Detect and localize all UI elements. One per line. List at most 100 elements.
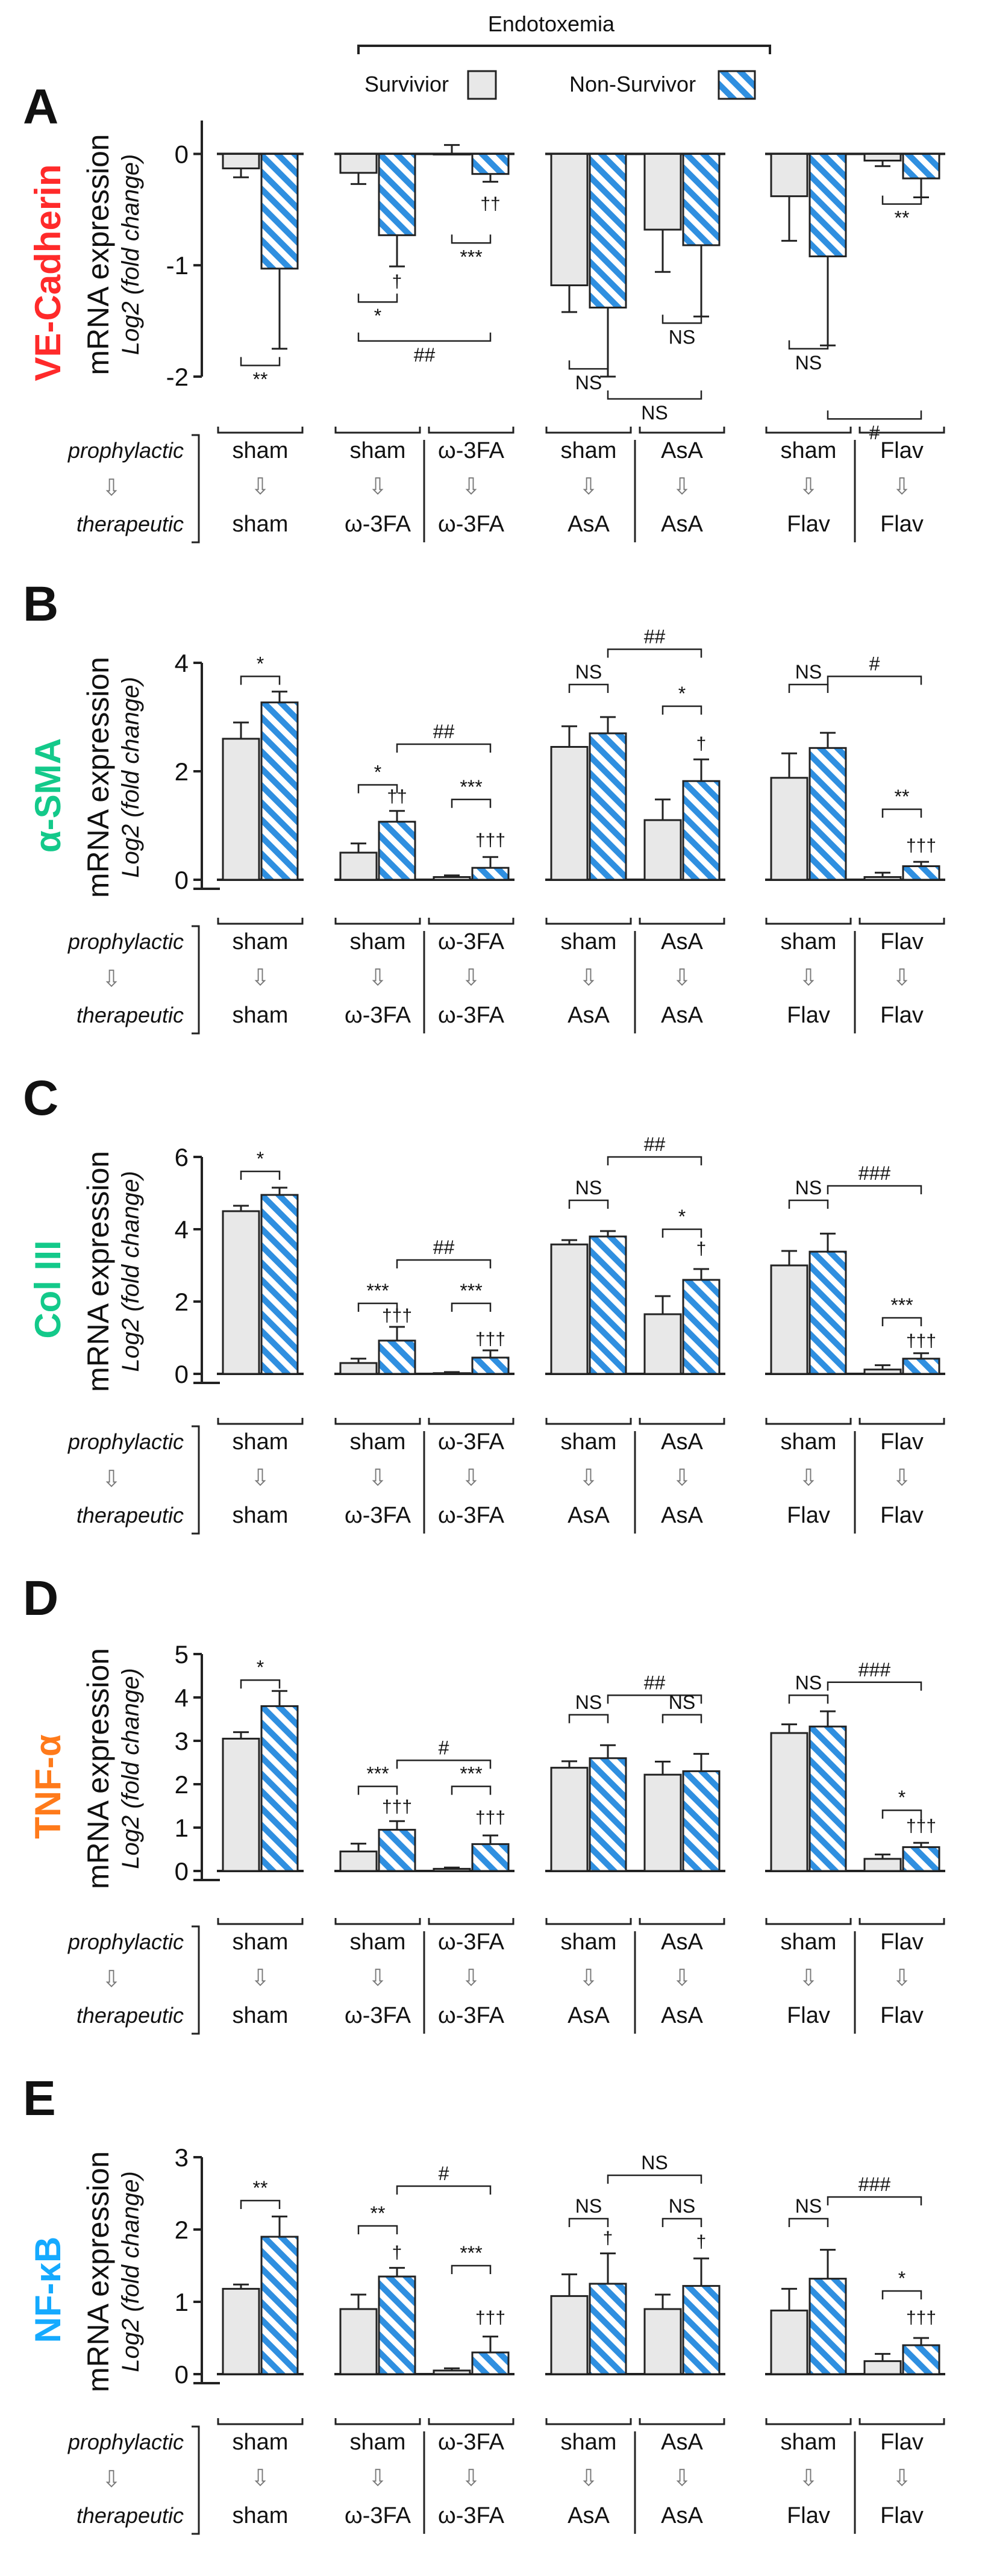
significance-label: NS (669, 1691, 695, 1713)
survivor-bar (863, 1858, 902, 1872)
nonsurvivor-bar (808, 1725, 847, 1872)
category-prophylactic: sham (350, 929, 406, 954)
panel-letter: B (23, 577, 58, 631)
survivor-bar (550, 2295, 589, 2375)
dagger-mark: ††† (475, 1329, 505, 1349)
category-therapeutic: Flav (880, 1503, 924, 1528)
significance-bracket (568, 683, 609, 693)
significance-bracket (661, 705, 702, 715)
significance-label: *** (366, 1280, 389, 1302)
category-arrow: ⇩ (251, 2466, 270, 2491)
survivor-bar (643, 2308, 682, 2375)
gene-label: VE-Cadherin (28, 164, 68, 381)
y-tick-label: 4 (175, 649, 189, 677)
significance-bracket (788, 1694, 829, 1704)
significance-bracket (607, 1694, 702, 1704)
category-therapeutic: ω-3FA (438, 2003, 505, 2028)
category-prophylactic: sham (781, 438, 837, 463)
nonsurvivor-bar (589, 152, 627, 309)
survivor-bar (550, 1243, 589, 1375)
panel-e: E NF-κB mRNA expression Log2 (fold change) 0… (23, 2071, 945, 2535)
dagger-mark: †† (480, 194, 500, 214)
category-bracket (545, 1418, 632, 1425)
category-bracket (765, 427, 852, 434)
dagger-mark: † (392, 272, 402, 292)
significance-label: NS (795, 661, 822, 683)
nonsurvivor-bar (902, 152, 940, 180)
category-bracket (217, 918, 304, 925)
panel-b: Bα-SMA mRNA expression Log2 (fold change) 0… (23, 577, 945, 1035)
category-bracket (334, 918, 421, 925)
category-prophylactic: sham (233, 1929, 289, 1955)
row-therapeutic: therapeutic (77, 2503, 184, 2528)
significance-label: ## (433, 721, 455, 742)
significance-bracket (607, 390, 702, 400)
ylabel-main: mRNA expression (81, 1151, 115, 1392)
y-tick-label: 0 (175, 2360, 189, 2389)
nonsurvivor-bar (471, 1843, 510, 1872)
dagger-mark: ††† (906, 836, 936, 856)
category-bracket (545, 918, 632, 925)
survivor-bar (222, 1737, 260, 1872)
category-prophylactic: sham (781, 2430, 837, 2455)
nonsurvivor-bar (589, 732, 627, 881)
category-prophylactic: sham (233, 929, 289, 954)
category-arrow: ⇩ (672, 2466, 692, 2491)
nonsurvivor-bar (589, 2283, 627, 2375)
dagger-mark: ††† (906, 1331, 936, 1351)
category-therapeutic: Flav (787, 2503, 830, 2528)
nonsurvivor-bar (682, 1279, 721, 1375)
category-prophylactic: AsA (661, 2430, 703, 2455)
significance-label: * (678, 1206, 686, 1227)
significance-bracket (451, 234, 492, 244)
significance-bracket (881, 1317, 922, 1326)
category-arrow: ⇩ (368, 1966, 387, 1991)
significance-bracket (607, 648, 702, 658)
category-therapeutic: AsA (568, 1503, 610, 1528)
survivor-bar (222, 152, 260, 169)
category-arrow: ⇩ (368, 965, 387, 991)
category-prophylactic: Flav (880, 1429, 924, 1455)
significance-label: ## (644, 626, 666, 648)
y-tick-label: 2 (175, 1288, 189, 1316)
y-tick-label: 2 (175, 757, 189, 786)
significance-bracket (881, 195, 922, 205)
y-tick-label: 5 (175, 1640, 189, 1669)
category-arrow: ⇩ (579, 2466, 598, 2491)
category-bracket (334, 1418, 421, 1425)
category-arrow: ⇩ (672, 474, 692, 500)
survivor-bar (643, 1773, 682, 1872)
y-tick-label: 0 (175, 140, 189, 168)
nonsurvivor-bar (471, 152, 510, 175)
endotoxemia-title: Endotoxemia (488, 11, 615, 36)
survivor-bar (550, 1767, 589, 1872)
category-arrow: ⇩ (461, 1465, 481, 1491)
significance-bracket (240, 357, 281, 366)
category-bracket (428, 2418, 514, 2425)
survivor-bar (863, 2360, 902, 2375)
significance-label: NS (575, 661, 602, 683)
category-arrow: ⇩ (892, 1966, 912, 1991)
dagger-mark: † (603, 2228, 613, 2248)
significance-label: # (439, 1737, 449, 1758)
category-prophylactic: AsA (661, 929, 703, 954)
nonsurvivor-bar (260, 1194, 299, 1375)
survivor-bar (433, 876, 471, 881)
panel-c: C Col III mRNA expression Log2 (fold change… (23, 1071, 945, 1535)
nonsurvivor-bar (902, 1846, 940, 1872)
dagger-mark: ††† (906, 1816, 936, 1836)
nonsurvivor-bar (902, 2344, 940, 2375)
significance-bracket (240, 675, 281, 685)
category-therapeutic: sham (233, 2503, 289, 2528)
category-therapeutic: sham (233, 512, 289, 537)
nonsurvivor-bar (471, 2351, 510, 2375)
panel-letter: E (23, 2071, 56, 2126)
category-prophylactic: ω-3FA (438, 1929, 505, 1955)
y-tick-label: 0 (175, 1360, 189, 1388)
survivor-bar (339, 1362, 378, 1375)
row-arrow: ⇩ (102, 1467, 121, 1492)
category-bracket (765, 1918, 852, 1925)
category-prophylactic: Flav (880, 2430, 924, 2455)
nonsurvivor-bar (589, 1235, 627, 1375)
